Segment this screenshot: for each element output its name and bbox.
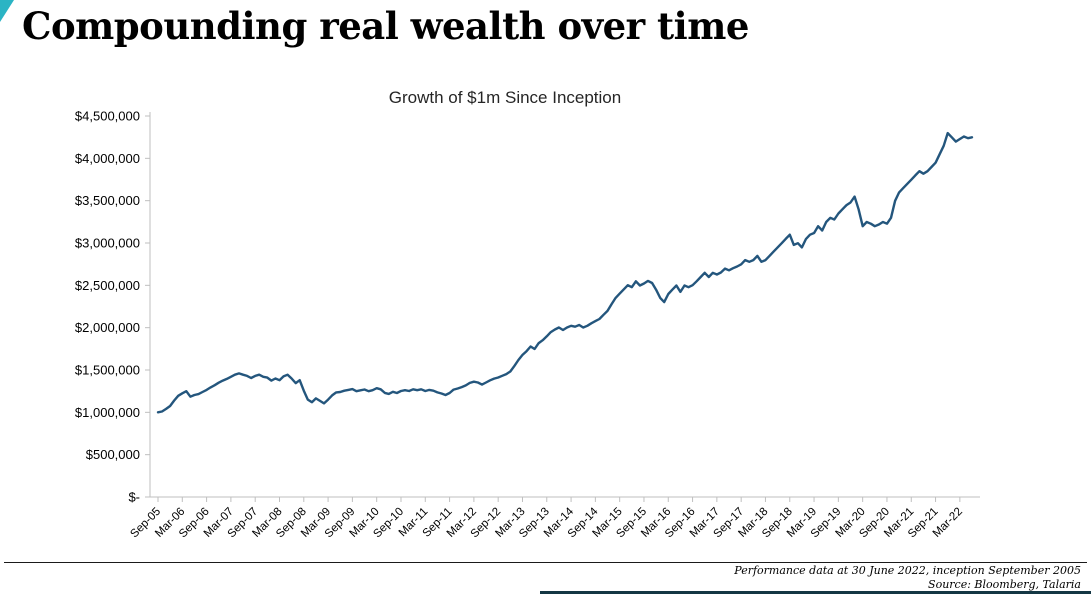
y-axis-label: $1,000,000 bbox=[75, 405, 140, 420]
y-axis-label: $500,000 bbox=[86, 447, 140, 462]
chart-title: Growth of $1m Since Inception bbox=[388, 88, 622, 107]
y-axis-label: $4,500,000 bbox=[75, 109, 140, 124]
y-axis-label: $2,000,000 bbox=[75, 320, 140, 335]
growth-chart: Growth of $1m Since Inception $- $500,000… bbox=[0, 80, 1091, 558]
y-axis-label: $3,500,000 bbox=[75, 193, 140, 208]
growth-chart-svg: $- $500,000 $1,000,000 $1,500,000 $2,000,000… bbox=[75, 109, 980, 540]
y-axis-label: $- bbox=[128, 490, 140, 505]
footer-performance-note: Performance data at 30 June 2022, incept… bbox=[734, 564, 1081, 577]
page-title: Compounding real wealth over time bbox=[22, 4, 749, 48]
y-axis-label: $3,000,000 bbox=[75, 236, 140, 251]
footer: Performance data at 30 June 2022, incept… bbox=[0, 562, 1091, 594]
y-axis-label: $4,000,000 bbox=[75, 151, 140, 166]
wealth-line bbox=[156, 131, 974, 414]
footer-source: Source: Bloomberg, Talaria bbox=[928, 578, 1081, 592]
corner-accent-triangle bbox=[0, 0, 14, 22]
y-axis-label: $2,500,000 bbox=[75, 278, 140, 293]
footer-divider bbox=[4, 562, 1087, 563]
y-axis-label: $1,500,000 bbox=[75, 363, 140, 378]
bottom-border bbox=[540, 591, 1091, 594]
